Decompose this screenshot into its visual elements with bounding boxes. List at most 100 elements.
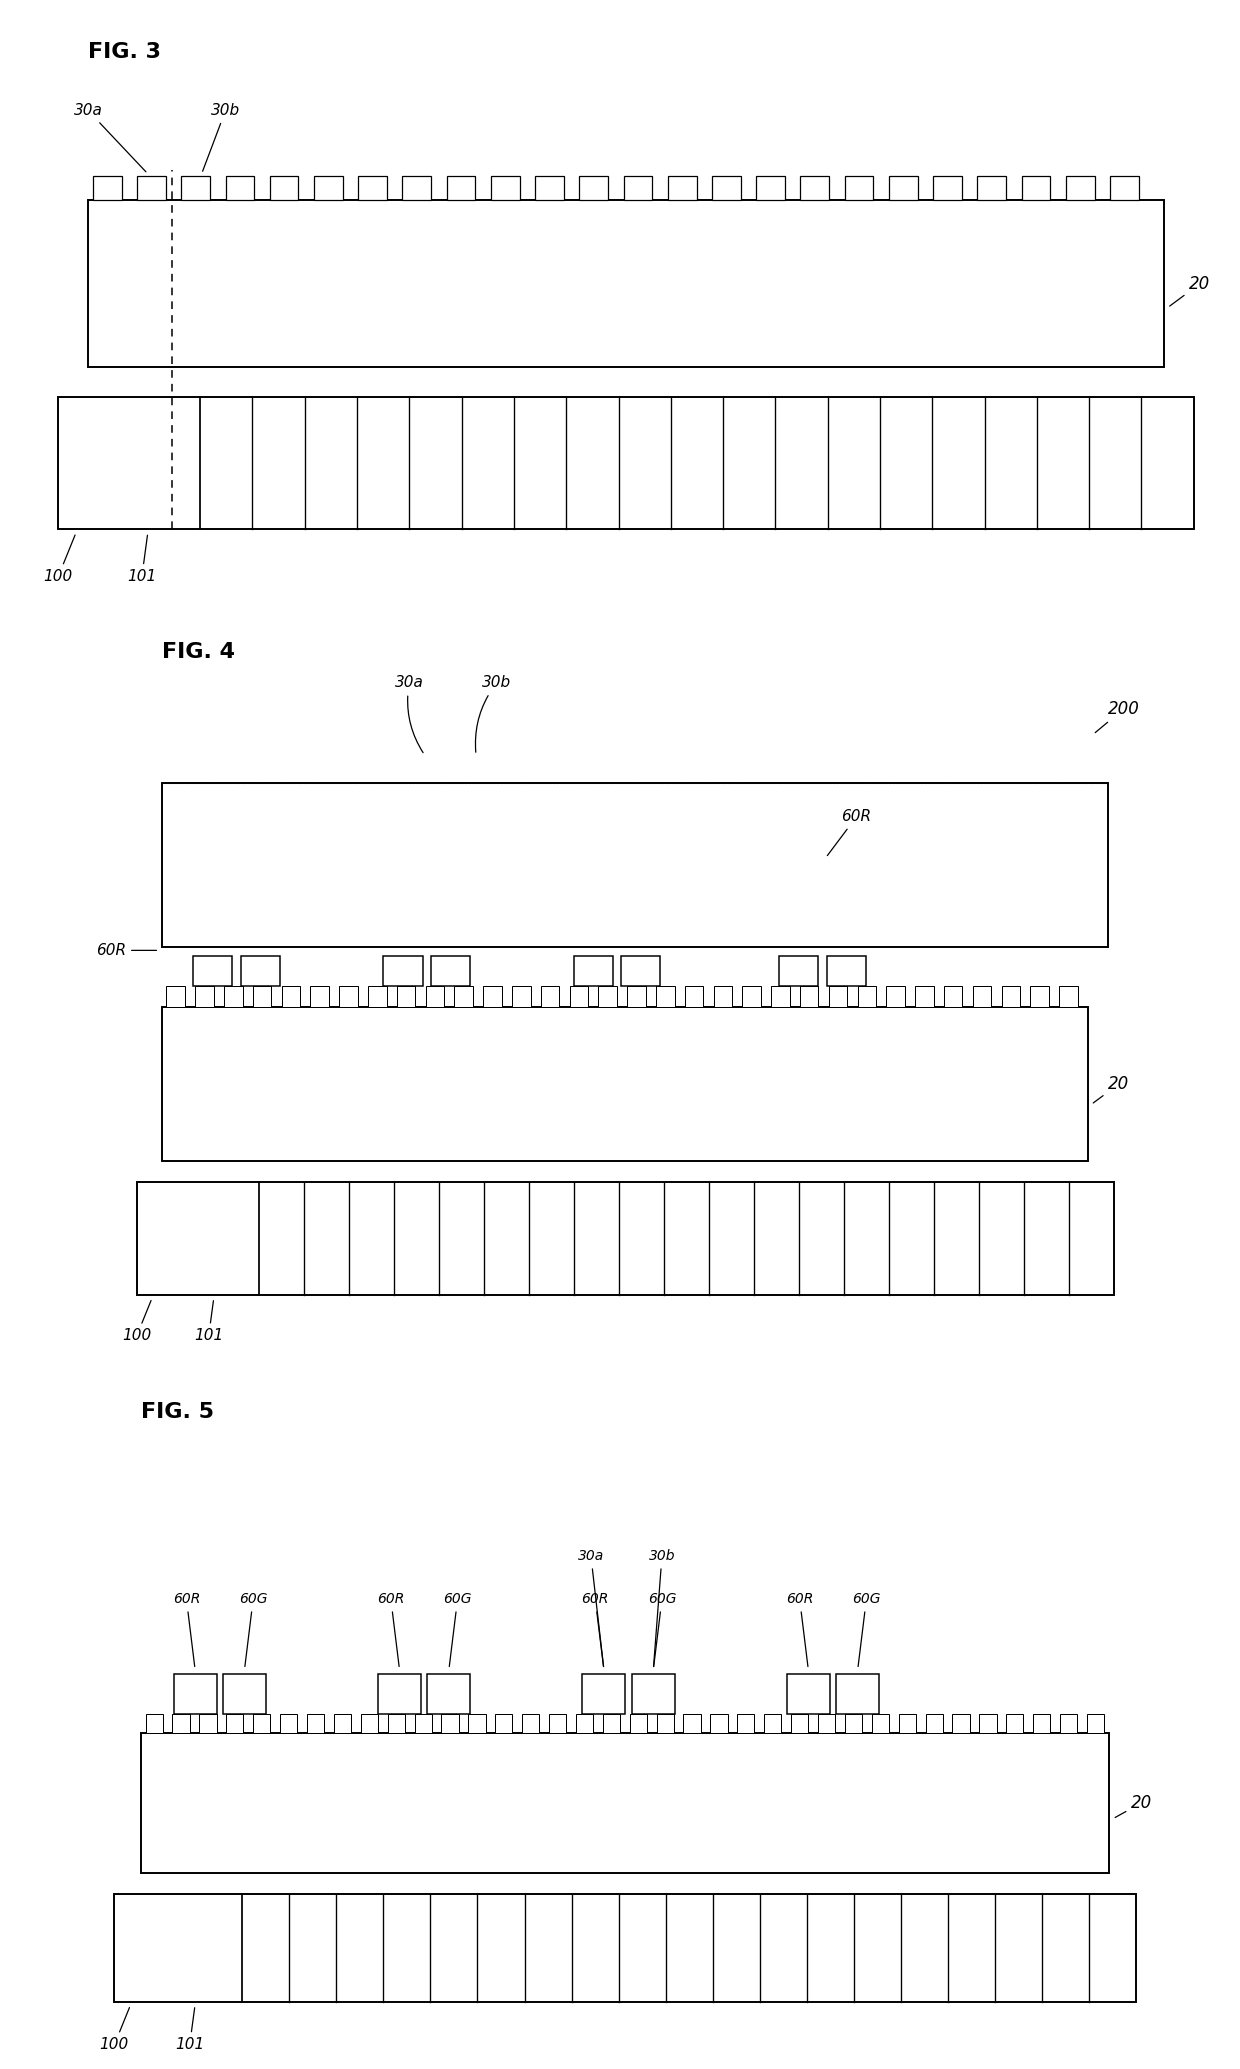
Bar [536,176,564,201]
Text: 101: 101 [128,536,156,583]
Bar [844,1715,862,1732]
Bar [738,1715,754,1732]
Bar [425,987,444,1008]
Bar [358,176,387,201]
Bar [226,1715,243,1732]
Bar [58,397,1194,530]
Text: 20: 20 [1115,1794,1152,1817]
Bar [378,1674,420,1715]
Bar [786,1674,830,1715]
Bar [624,176,652,201]
Bar [162,1008,1087,1161]
Text: 200: 200 [1095,699,1140,732]
Bar [569,987,588,1008]
Bar [388,1715,404,1732]
Bar [361,1715,378,1732]
Text: 30a: 30a [578,1550,604,1666]
Text: FIG. 5: FIG. 5 [141,1403,215,1423]
Bar [88,201,1164,368]
Bar [469,1715,486,1732]
Bar [136,1181,1114,1295]
Bar [756,176,785,201]
Bar [226,176,254,201]
Text: 60G: 60G [852,1593,880,1666]
Text: 101: 101 [175,2007,205,2052]
Bar [145,1715,162,1732]
Bar [980,1715,997,1732]
Bar [1066,176,1095,201]
Bar [454,987,472,1008]
Bar [632,1674,675,1715]
Bar [934,176,962,201]
Bar [771,987,790,1008]
Bar [308,1715,324,1732]
Bar [223,1674,267,1715]
Bar [340,987,358,1008]
Bar [181,176,210,201]
Bar [1033,1715,1050,1732]
Bar [491,176,520,201]
Bar [828,987,847,1008]
Text: 100: 100 [122,1301,151,1343]
Text: 60R: 60R [786,1593,813,1666]
Bar [484,987,502,1008]
Bar [195,987,213,1008]
Bar [656,987,675,1008]
Text: 60G: 60G [647,1593,676,1666]
Bar [383,956,423,987]
Bar [972,987,991,1008]
Bar [174,1674,217,1715]
Bar [241,956,279,987]
Bar [844,176,873,201]
Bar [270,176,299,201]
Text: 60G: 60G [444,1593,471,1666]
Bar [713,987,732,1008]
Bar [684,987,703,1008]
Bar [403,176,432,201]
Text: 30b: 30b [202,103,241,172]
Bar [827,956,866,987]
Text: 30b: 30b [475,674,511,753]
Bar [1006,1715,1023,1732]
Bar [541,987,559,1008]
Bar [141,1732,1110,1872]
Text: 60G: 60G [239,1593,268,1666]
Bar [599,987,618,1008]
Bar [780,956,818,987]
Bar [712,176,740,201]
Bar [1087,1715,1104,1732]
Text: 60R: 60R [582,1593,609,1666]
Text: 30a: 30a [394,674,424,753]
Bar [549,1715,567,1732]
Bar [583,1674,625,1715]
Bar [683,1715,701,1732]
Bar [915,987,934,1008]
Bar [1059,987,1078,1008]
Text: 20: 20 [1094,1076,1130,1103]
Bar [314,176,342,201]
Bar [603,1715,620,1732]
Bar [280,1715,298,1732]
Bar [414,1715,432,1732]
Text: 60R: 60R [172,1593,200,1666]
Bar [428,1674,470,1715]
Bar [138,176,166,201]
Bar [627,987,646,1008]
Bar [872,1715,889,1732]
Bar [334,1715,351,1732]
Bar [575,1715,593,1732]
Bar [791,1715,808,1732]
Text: 60R: 60R [377,1593,404,1666]
Bar [397,987,415,1008]
Bar [310,987,329,1008]
Bar [711,1715,728,1732]
Bar [925,1715,942,1732]
Bar [1110,176,1138,201]
Bar [858,987,875,1008]
Bar [368,987,387,1008]
Bar [668,176,697,201]
Bar [800,987,818,1008]
Text: 101: 101 [193,1301,223,1343]
Bar [441,1715,459,1732]
Bar [836,1674,879,1715]
